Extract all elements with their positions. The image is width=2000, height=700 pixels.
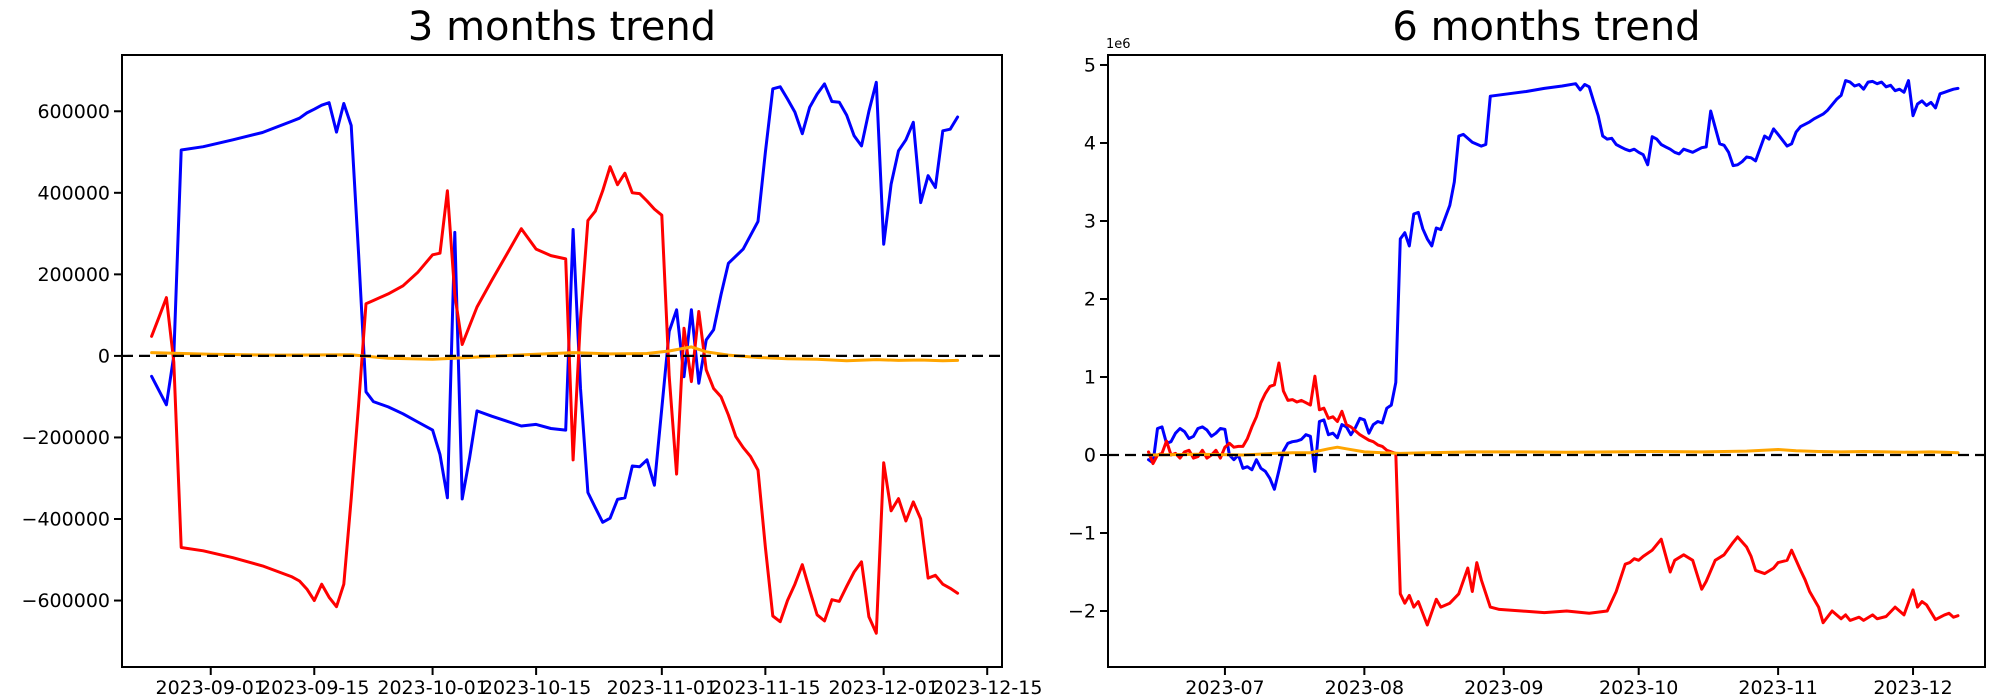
left-chart-orange-line (150, 345, 960, 363)
left-chart-spines (121, 54, 1003, 668)
left-x-tick-label: 2023-10-15 (481, 677, 591, 699)
left-chart-title: 3 months trend (407, 4, 717, 50)
right-y-tick-label: −1 (1068, 523, 1096, 545)
right-x-tick-label: 2023-08 (1325, 677, 1404, 699)
left-y-tick-label: −200000 (22, 427, 110, 449)
left-x-tick-label: 2023-09-15 (259, 677, 369, 699)
left-x-tick-label: 2023-09-01 (156, 677, 266, 699)
left-y-tick-label: 600000 (37, 101, 110, 123)
right-x-tick-label: 2023-12 (1873, 677, 1952, 699)
right-chart-title: 6 months trend (1392, 4, 1701, 50)
right-chart-y-axis: 5 4 3 2 1 0 −1 −2 (1068, 55, 1108, 623)
right-chart-x-axis: 2023-07 2023-08 2023-09 2023-10 2023-11 2023-… (1185, 667, 1953, 699)
right-x-tick-label: 2023-10 (1599, 677, 1678, 699)
right-x-tick-label: 2023-09 (1464, 677, 1543, 699)
right-y-tick-label: −2 (1068, 601, 1096, 623)
right-y-axis-offset-label: 1e6 (1106, 37, 1131, 52)
left-chart-blue-line (150, 80, 960, 524)
left-y-tick-label: −400000 (22, 509, 110, 531)
left-chart-red-line (150, 165, 960, 635)
left-y-tick-label: 0 (98, 346, 110, 368)
left-x-tick-label: 2023-11-15 (710, 677, 820, 699)
right-y-tick-label: 3 (1084, 211, 1096, 233)
right-x-tick-label: 2023-07 (1185, 677, 1264, 699)
right-chart-orange-line (1147, 445, 1960, 457)
right-x-tick-label: 2023-11 (1738, 677, 1817, 699)
right-y-tick-label: 1 (1084, 367, 1096, 389)
left-x-tick-label: 2023-12-15 (932, 677, 1042, 699)
left-y-tick-label: 200000 (37, 264, 110, 286)
right-y-tick-label: 2 (1084, 289, 1096, 311)
right-chart: 2023-07 2023-08 2023-09 2023-10 2023-11 2023-… (1068, 37, 1986, 699)
left-x-tick-label: 2023-11-01 (607, 677, 717, 699)
right-chart-red-line (1147, 361, 1960, 627)
left-x-tick-label: 2023-10-01 (377, 677, 487, 699)
right-y-tick-label: 5 (1084, 55, 1096, 77)
left-chart-y-axis: 600000 400000 200000 0 −200000 −400000 −600000 (22, 101, 122, 612)
right-y-tick-label: 4 (1084, 133, 1096, 155)
left-y-tick-label: −600000 (22, 590, 110, 612)
left-y-tick-label: 400000 (37, 182, 110, 204)
right-y-tick-label: 0 (1084, 445, 1096, 467)
left-x-tick-label: 2023-12-01 (828, 677, 938, 699)
right-chart-blue-line (1147, 79, 1960, 491)
right-chart-spines (1107, 54, 1986, 668)
